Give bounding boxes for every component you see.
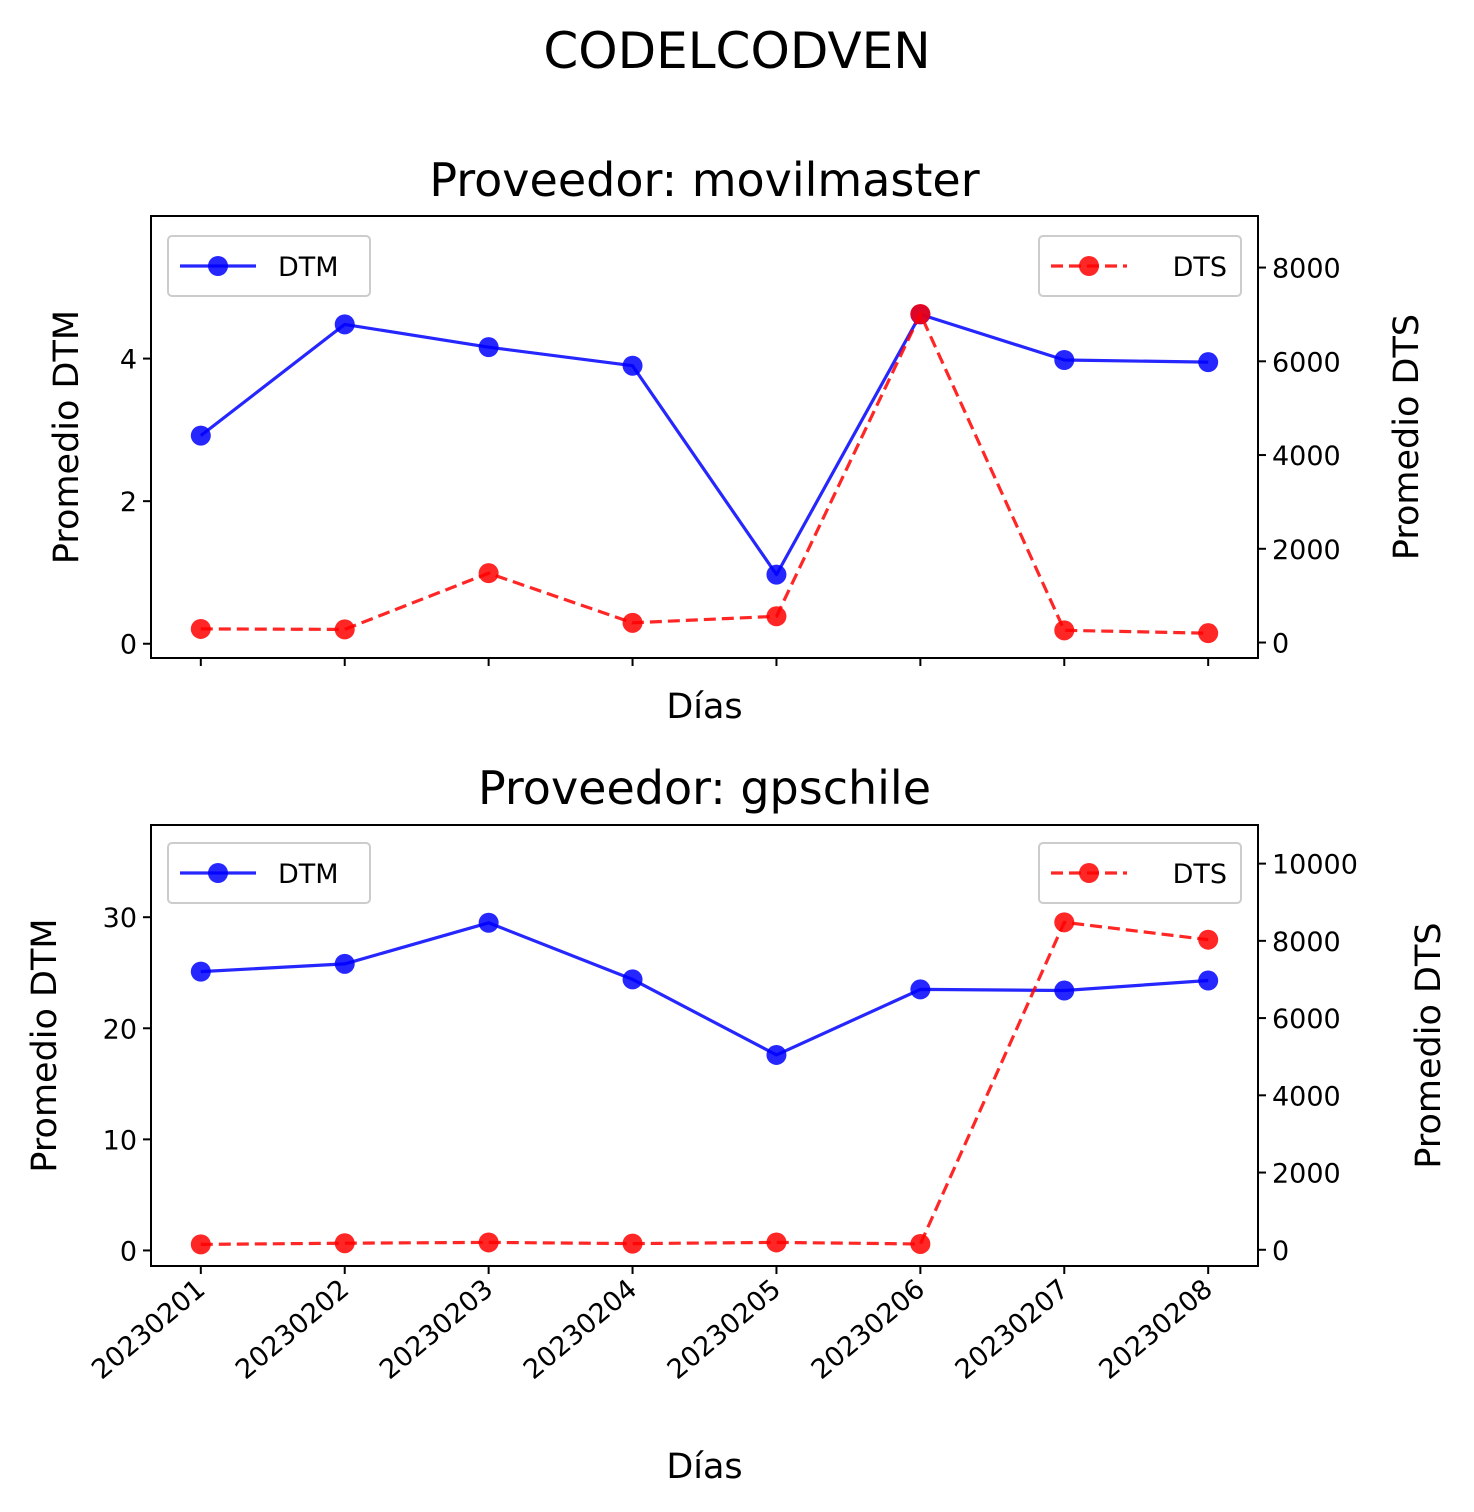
data-point-dts <box>478 563 499 584</box>
data-point-dtm <box>1198 352 1219 373</box>
legend-marker-dtm <box>208 256 228 276</box>
data-point-dtm <box>1198 970 1219 991</box>
data-point-dtm <box>190 961 211 982</box>
legend-label-dts: DTS <box>1173 859 1227 890</box>
x-tick-label: 20230205 <box>662 1274 787 1386</box>
figure-title: CODELCODVEN <box>543 22 930 80</box>
data-point-dtm <box>1054 350 1075 371</box>
data-point-dts <box>622 1233 643 1254</box>
y-right-axis-label: Promedio DTS <box>1409 922 1449 1168</box>
panel-title: Proveedor: gpschile <box>478 761 931 815</box>
y-right-tick-label: 2000 <box>1272 535 1341 566</box>
y-right-tick-label: 10000 <box>1272 850 1358 881</box>
legend-marker-dts <box>1079 256 1099 276</box>
y-right-tick-label: 8000 <box>1272 254 1341 285</box>
data-point-dtm <box>766 1044 787 1065</box>
x-tick-label: 20230208 <box>1093 1274 1218 1386</box>
y-left-tick-label: 2 <box>120 487 137 518</box>
y-left-tick-label: 30 <box>103 903 137 934</box>
data-point-dtm <box>766 564 787 585</box>
y-left-tick-label: 20 <box>103 1014 137 1045</box>
data-point-dts <box>766 1232 787 1253</box>
x-tick-label: 20230204 <box>518 1274 643 1386</box>
x-tick-label: 20230206 <box>806 1274 931 1386</box>
legend-box-dtm <box>167 235 371 297</box>
legend-marker-dts <box>1079 863 1099 883</box>
y-right-tick-label: 8000 <box>1272 927 1341 958</box>
data-point-dts <box>334 619 355 640</box>
data-point-dts <box>1198 623 1219 644</box>
y-left-tick-label: 0 <box>120 1236 137 1267</box>
legend-marker-dtm <box>208 863 228 883</box>
panel-movilmaster: Proveedor: movilmaster 0 2 4 0 2000 4000 6000 80… <box>47 153 1427 727</box>
y-left-axis-label: Promedio DTM <box>47 310 87 564</box>
data-point-dts <box>1198 929 1219 950</box>
x-axis-label: Días <box>666 1447 742 1487</box>
y-left-tick-label: 10 <box>103 1125 137 1156</box>
x-tick-label: 20230202 <box>230 1274 355 1386</box>
data-point-dts <box>766 606 787 627</box>
y-right-tick-label: 4000 <box>1272 1081 1341 1112</box>
y-left-tick-label: 0 <box>120 630 137 661</box>
legend-label-dtm: DTM <box>278 252 339 283</box>
data-point-dts <box>910 303 931 324</box>
data-point-dtm <box>910 979 931 1000</box>
data-point-dts <box>478 1232 499 1253</box>
legend-box-dtm <box>167 842 371 904</box>
y-right-tick-label: 4000 <box>1272 441 1341 472</box>
legend-box-dts <box>1038 842 1242 904</box>
y-right-tick-label: 0 <box>1272 629 1289 660</box>
data-point-dts <box>1054 620 1075 641</box>
data-point-dtm <box>334 953 355 974</box>
data-point-dts <box>334 1233 355 1254</box>
y-right-tick-label: 6000 <box>1272 347 1341 378</box>
x-tick-label: 20230201 <box>86 1274 211 1386</box>
series-line-dts <box>200 920 1209 1246</box>
data-point-dtm <box>1054 980 1075 1001</box>
series-line-dtm <box>199 312 1209 577</box>
x-tick-label: 20230207 <box>950 1274 1075 1386</box>
data-point-dtm <box>334 314 355 335</box>
data-point-dts <box>622 612 643 633</box>
x-axis-label: Días <box>666 687 742 727</box>
y-left-tick-label: 4 <box>120 345 137 376</box>
data-point-dtm <box>478 337 499 358</box>
panel-title: Proveedor: movilmaster <box>429 153 979 207</box>
y-right-tick-label: 6000 <box>1272 1004 1341 1035</box>
panel-gpschile: Proveedor: gpschile 0 10 20 30 0 2000 4000 6000 8… <box>25 761 1449 1487</box>
y-left-axis-label: Promedio DTM <box>25 918 65 1172</box>
data-point-dtm <box>622 355 643 376</box>
series-line-dts <box>200 312 1209 635</box>
y-right-tick-label: 0 <box>1272 1236 1289 1267</box>
plot-frame <box>150 824 1259 1267</box>
legend-box-dts <box>1038 235 1242 297</box>
data-point-dtm <box>190 425 211 446</box>
legend-label-dts: DTS <box>1173 252 1227 283</box>
y-right-axis-label: Promedio DTS <box>1387 314 1427 560</box>
data-point-dts <box>1054 912 1075 933</box>
series-line-dtm <box>200 921 1209 1057</box>
data-point-dts <box>190 618 211 639</box>
data-point-dtm <box>622 969 643 990</box>
data-point-dts <box>910 1233 931 1254</box>
y-right-tick-label: 2000 <box>1272 1159 1341 1190</box>
plot-frame <box>150 215 1259 659</box>
x-tick-label: 20230203 <box>374 1274 499 1386</box>
legend-label-dtm: DTM <box>278 859 339 890</box>
data-point-dts <box>190 1234 211 1255</box>
data-point-dtm <box>478 912 499 933</box>
